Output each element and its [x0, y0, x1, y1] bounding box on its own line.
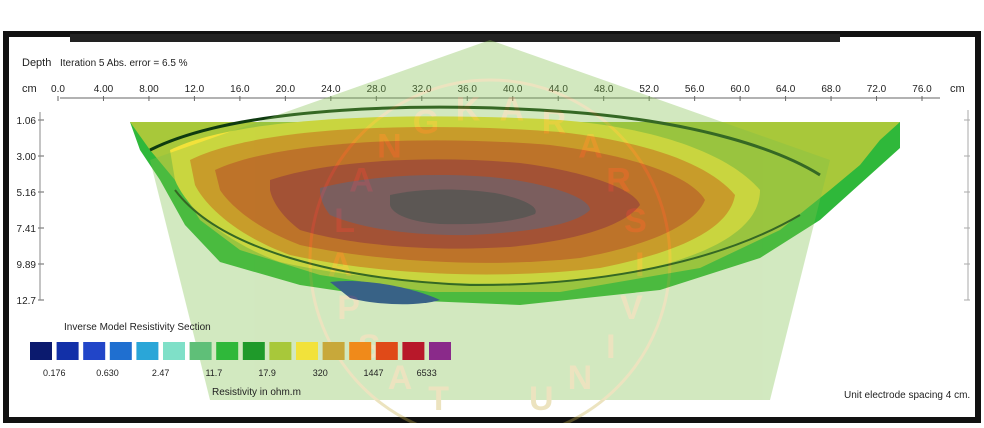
watermark-letter: I — [635, 246, 644, 284]
legend-value: 0.176 — [43, 368, 66, 378]
legend-swatch — [56, 342, 79, 360]
y-tick-label: 5.16 — [17, 188, 37, 199]
legend-value: 0.630 — [96, 368, 119, 378]
legend-swatch — [296, 342, 318, 360]
x-tick-label: 68.0 — [821, 84, 841, 95]
watermark-letter: P — [337, 289, 360, 327]
legend-swatch — [269, 342, 292, 360]
y-tick-label: 1.06 — [17, 116, 37, 127]
legend-swatch — [349, 342, 372, 360]
watermark-letter: N — [377, 128, 402, 166]
x-tick-label: 76.0 — [912, 84, 932, 95]
y-tick-label: 9.89 — [17, 260, 37, 271]
legend-value: 17.9 — [258, 368, 276, 378]
x-tick-labels: 0.0 4.00 8.00 12.0 16.0 20.0 24.0 28.0 32.0 36.0 4… — [51, 84, 932, 101]
section-layer-dark-purple — [390, 189, 536, 225]
x-tick-label: 0.0 — [51, 84, 65, 95]
y-tick-label: 7.41 — [17, 224, 37, 235]
watermark-letter: K — [456, 91, 481, 129]
legend-swatch — [375, 342, 398, 360]
x-tick-label: 72.0 — [867, 84, 887, 95]
x-tick-label: 24.0 — [321, 84, 341, 95]
legend-swatch — [30, 342, 52, 360]
y-tick-labels: 1.06 3.00 5.16 7.41 9.89 12.7 — [17, 116, 970, 307]
section-contour-bottom — [174, 189, 801, 287]
legend-values: 0.176 0.630 2.47 11.7 17.9 320 1447 6533 — [43, 368, 437, 378]
watermark-letter: A — [500, 91, 525, 129]
watermark-letter: R — [542, 103, 567, 141]
legend-swatch — [242, 342, 265, 360]
watermark-letter: A — [349, 162, 374, 200]
chart-subtitle: Iteration 5 Abs. error = 6.5 % — [60, 58, 188, 69]
watermark-letter: S — [624, 202, 647, 240]
x-tick-label: 40.0 — [503, 84, 523, 95]
section-contour-top — [149, 105, 821, 177]
watermark-letter: N — [568, 359, 593, 397]
x-tick-label: 4.00 — [94, 84, 114, 95]
watermark-letter: A — [328, 246, 353, 284]
x-unit-right: cm — [950, 83, 965, 95]
legend-swatch — [402, 342, 425, 360]
x-tick-label: 64.0 — [776, 84, 796, 95]
legend-swatch — [216, 342, 239, 360]
watermark-letter: R — [606, 162, 631, 200]
watermark-letter: V — [620, 289, 643, 327]
legend-swatches — [30, 342, 451, 360]
x-tick-label: 56.0 — [685, 84, 705, 95]
legend-swatch — [109, 342, 132, 360]
legend-value: 320 — [313, 368, 328, 378]
legend-swatch — [136, 342, 159, 360]
x-tick-label: 44.0 — [548, 84, 568, 95]
x-tick-label: 36.0 — [458, 84, 478, 95]
watermark-letter: A — [388, 359, 413, 397]
x-tick-label: 28.0 — [367, 84, 387, 95]
section-low-resistivity-lens — [330, 280, 440, 305]
x-tick-label: 60.0 — [730, 84, 750, 95]
legend-value: 1447 — [363, 368, 383, 378]
pseudosection — [130, 105, 900, 305]
watermark-letter: L — [334, 202, 355, 240]
watermark-letter: U — [529, 380, 554, 418]
watermark-seal: TASPALANGKARARSIVINU — [150, 40, 830, 428]
watermark-letter: G — [413, 103, 439, 141]
watermark-letters: TASPALANGKARARSIVINU — [328, 91, 647, 418]
top-bar — [70, 34, 840, 42]
watermark-letter: I — [606, 328, 615, 366]
watermark-ring — [308, 78, 672, 428]
watermark-letter: A — [578, 128, 603, 166]
x-tick-label: 32.0 — [412, 84, 432, 95]
x-tick-label: 52.0 — [639, 84, 659, 95]
legend-value: 2.47 — [152, 368, 170, 378]
watermark-pentagon — [150, 40, 830, 400]
x-tick-label: 12.0 — [185, 84, 205, 95]
legend-swatch — [83, 342, 106, 360]
legend-swatch — [322, 342, 345, 360]
legend-title: Inverse Model Resistivity Section — [64, 322, 211, 333]
depth-label: Depth — [22, 57, 51, 69]
y-tick-label: 3.00 — [17, 152, 37, 163]
x-tick-label: 48.0 — [594, 84, 614, 95]
x-tick-label: 16.0 — [230, 84, 250, 95]
footer-electrode-spacing: Unit electrode spacing 4 cm. — [844, 390, 970, 401]
watermark-letter: T — [428, 380, 449, 418]
x-tick-label: 20.0 — [276, 84, 296, 95]
legend-value: 6533 — [417, 368, 437, 378]
legend-xlabel: Resistivity in ohm.m — [212, 387, 301, 398]
y-tick-label: 12.7 — [17, 296, 37, 307]
legend-value: 11.7 — [205, 368, 222, 378]
legend-swatch — [189, 342, 212, 360]
legend-swatch — [163, 342, 185, 360]
legend-swatch — [429, 342, 451, 360]
x-unit-left: cm — [22, 83, 37, 95]
x-tick-label: 8.00 — [139, 84, 159, 95]
